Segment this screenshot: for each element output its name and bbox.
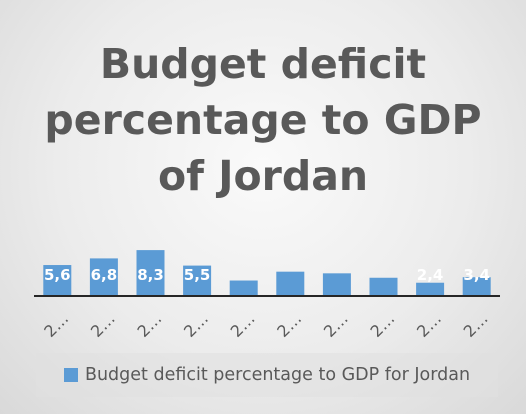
x-tick-label-10: 2… (460, 309, 492, 341)
bar-4 (183, 265, 212, 296)
x-tick-label-9: 2… (413, 309, 445, 341)
x-tick-label-6: 2… (273, 309, 305, 341)
data-label-1: 5,6 (44, 266, 71, 284)
x-tick-label-1: 2… (40, 309, 72, 341)
data-label-4: 5,5 (184, 266, 211, 284)
bar-5 (229, 280, 258, 296)
bar-8 (369, 277, 398, 296)
legend-label: Budget deficit percentage to GDP for Jor… (84, 365, 471, 385)
x-tick-label-4: 2… (180, 309, 212, 341)
x-tick-label-8: 2… (366, 309, 398, 341)
chart-title: Budget deficit percentage to GDP of Jord… (44, 40, 482, 200)
bar-2 (89, 258, 118, 296)
legend: Budget deficit percentage to GDP for Jor… (36, 353, 498, 397)
x-tick-label-5: 2… (227, 309, 259, 341)
data-label-2: 6,8 (91, 266, 118, 284)
bar-6 (276, 271, 305, 296)
x-tick-label-3: 2… (133, 309, 165, 341)
bar-10 (462, 277, 491, 296)
data-label-3: 8,3 (137, 266, 164, 284)
bar-1 (43, 265, 72, 296)
x-tick-label-7: 2… (320, 309, 352, 341)
bar-9 (416, 282, 445, 296)
legend-swatch (63, 368, 78, 382)
x-tick-label-2: 2… (87, 309, 119, 341)
data-label-10: 3,4 (463, 266, 490, 284)
bar-7 (322, 273, 351, 296)
bar-3 (136, 250, 165, 296)
data-label-9: 2,4 (417, 266, 444, 284)
